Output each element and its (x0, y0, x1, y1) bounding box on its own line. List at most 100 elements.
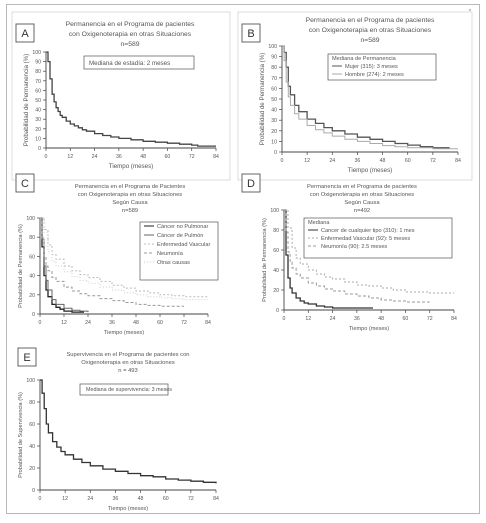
y-tick-label: 80 (273, 228, 279, 234)
legend-box (83, 55, 195, 70)
y-tick-label: 70 (35, 79, 41, 85)
legend-item: Neumonía (157, 251, 184, 257)
y-tick-label: 50 (35, 98, 41, 104)
x-tick-label: 0 (39, 496, 42, 502)
y-tick-label: 40 (35, 108, 41, 114)
y-tick-label: 70 (271, 76, 277, 82)
series-line (40, 217, 89, 313)
y-axis-label: Probabilidad de Permanencia (%) (23, 54, 30, 147)
y-tick-label: 100 (32, 50, 41, 56)
panel-label-box (241, 173, 261, 193)
legend-item: Enfermedad Vascular (92): 5 meses (321, 236, 410, 242)
chart-title-line: con Oxigenoterapia en otras Situaciones (69, 31, 192, 38)
x-tick-label: 24 (87, 496, 93, 502)
legend-item: Otras causas (157, 260, 190, 266)
corner-dot (469, 9, 471, 11)
x-tick-label: 72 (189, 154, 195, 160)
x-axis-label: Tiempo (meses) (348, 167, 392, 174)
legend-box (303, 217, 453, 259)
y-tick-label: 40 (271, 108, 277, 114)
chart-subtitle: n=492 (354, 208, 370, 214)
chart-panel-d: D Permanencia en el Programa de pacientes… (241, 173, 457, 332)
x-tick-label: 60 (405, 158, 411, 164)
x-tick-label: 24 (92, 154, 98, 160)
chart-panel-a: A Permanencia en el Programa de pacientes… (11, 11, 231, 181)
y-axis-label: Probabilidad de Permanencia (%) (259, 53, 266, 146)
x-tick-label: 0 (39, 320, 42, 326)
y-tick-label: 60 (271, 86, 277, 92)
x-tick-label: 12 (62, 496, 68, 502)
legend-title: Mediana (308, 220, 330, 226)
x-axis-label: Tiempo (meses) (108, 506, 148, 512)
figure-border (6, 4, 480, 514)
legend-item: Enfermedad Vascular (157, 242, 211, 248)
y-tick-label: 100 (26, 378, 35, 384)
x-tick-label: 84 (213, 496, 219, 502)
y-tick-label: 0 (274, 150, 277, 156)
y-tick-label: 60 (35, 88, 41, 94)
x-tick-label: 72 (430, 158, 436, 164)
x-tick-label: 36 (354, 316, 360, 322)
y-tick-label: 40 (273, 268, 279, 274)
panel-border (237, 11, 473, 181)
x-tick-label: 0 (283, 316, 286, 322)
x-tick-label: 36 (109, 320, 115, 326)
legend-title: Mediana de Permanencia (332, 56, 397, 62)
chart-title-line: Permanencia en el Programa de pacientes (66, 21, 195, 28)
x-tick-label: 48 (138, 496, 144, 502)
chart-subtitle: n = 493 (118, 368, 138, 374)
y-tick-label: 80 (35, 69, 41, 75)
y-tick-label: 100 (26, 216, 35, 222)
x-tick-label: 60 (403, 316, 409, 322)
y-tick-label: 20 (35, 127, 41, 133)
chart-title-line: Supervivencia en el Programa de paciente… (66, 352, 189, 358)
legend-item: Neumonía (90): 2.5 meses (321, 244, 387, 250)
panel-label: A (21, 28, 29, 40)
chart-title-line: Según Causa (112, 200, 148, 206)
chart-title-line: Oxigenoterapia en otras Situaciones (81, 360, 175, 366)
x-tick-label: 12 (304, 158, 310, 164)
legend-item: Cancer de cualquier tipo (310): 1 mes (321, 228, 415, 234)
panel-label: C (21, 178, 29, 190)
y-tick-label: 30 (271, 118, 277, 124)
panel-label: E (23, 352, 30, 364)
y-tick-label: 60 (29, 254, 35, 260)
x-tick-label: 24 (329, 158, 335, 164)
legend-box (327, 53, 437, 81)
x-tick-label: 60 (163, 496, 169, 502)
x-tick-label: 48 (378, 316, 384, 322)
y-tick-label: 60 (29, 422, 35, 428)
panel-label-box (15, 23, 35, 43)
y-tick-label: 80 (29, 400, 35, 406)
legend-item: Mediana de supervivencia: 3 meses (86, 387, 172, 393)
series-line (40, 217, 184, 307)
y-tick-label: 20 (29, 466, 35, 472)
y-tick-label: 20 (29, 293, 35, 299)
chart-subtitle: n=589 (122, 208, 138, 214)
legend-box (79, 383, 169, 396)
chart-panel-b: B Permanencia en el Programa de pacientes… (237, 11, 473, 181)
chart-title-line: Permanencia en el Programa de pacientes (307, 184, 417, 190)
y-tick-label: 40 (29, 274, 35, 280)
panel-label: D (247, 178, 255, 190)
panel-label-box (15, 173, 35, 193)
x-tick-label: 24 (85, 320, 91, 326)
x-tick-label: 36 (113, 496, 119, 502)
y-tick-label: 100 (270, 208, 279, 214)
chart-title-line: con Oxigenoterapia en otras Situaciones (310, 192, 415, 198)
x-tick-label: 48 (140, 154, 146, 160)
series-line (284, 209, 373, 309)
x-axis-label: Tiempo (meses) (349, 326, 389, 332)
y-tick-label: 0 (32, 312, 35, 318)
legend-item: Cáncer de Pulmón (157, 233, 203, 239)
y-tick-label: 0 (276, 308, 279, 314)
x-tick-label: 84 (213, 154, 219, 160)
legend-item: Cáncer no Pulmonar (157, 224, 208, 230)
panel-label-box (241, 23, 261, 43)
x-axis-label: Tiempo (meses) (109, 163, 153, 170)
x-tick-label: 12 (305, 316, 311, 322)
x-tick-label: 84 (205, 320, 211, 326)
legend-item: Hombre (274): 2 meses (345, 72, 404, 78)
y-tick-label: 30 (35, 117, 41, 123)
x-tick-label: 48 (380, 158, 386, 164)
